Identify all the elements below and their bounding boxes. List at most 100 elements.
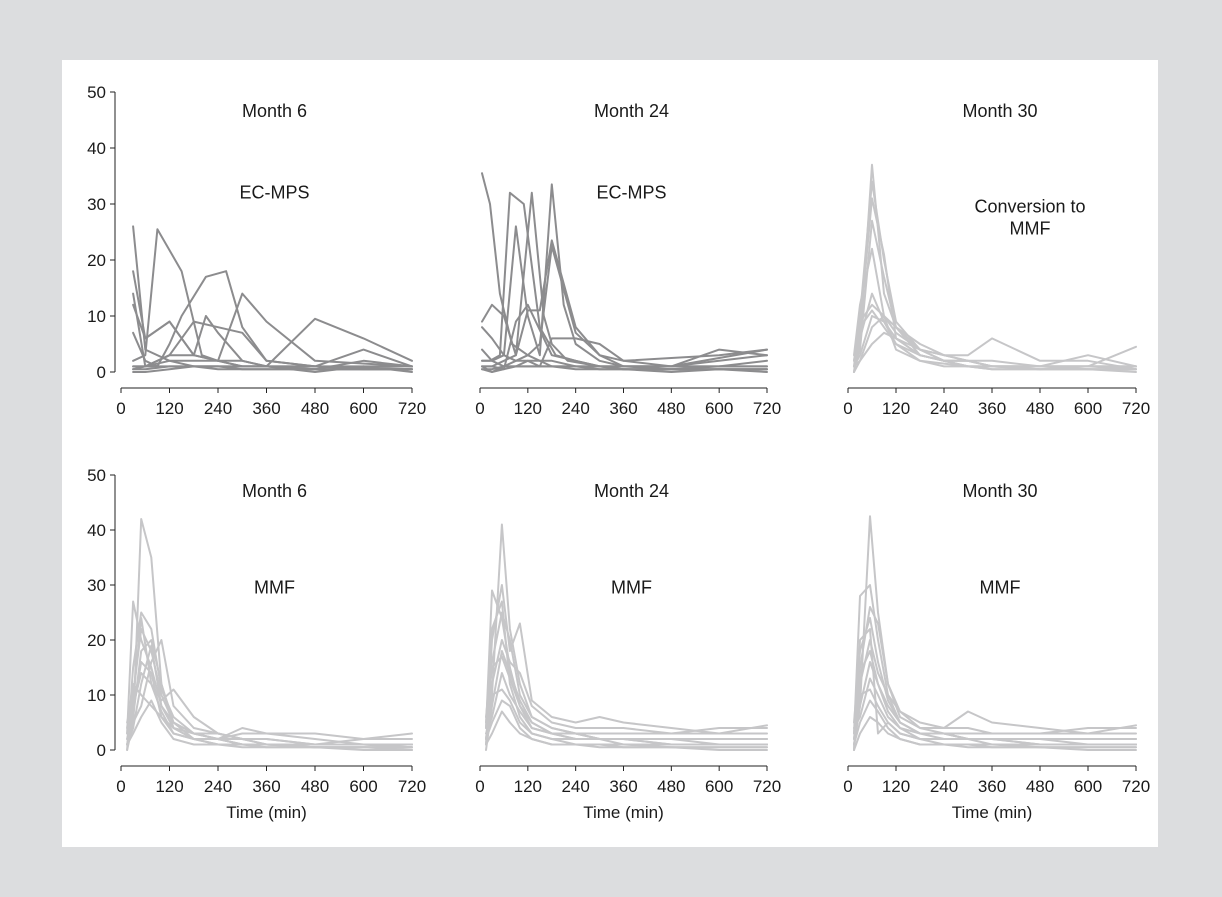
chart-panel-2: 0 120 240 360 480 600 720 Month 24 EC-MPS	[475, 101, 781, 418]
x-tick-label: 480	[301, 777, 329, 796]
series-line-8	[126, 639, 413, 751]
series-line-11	[481, 365, 768, 373]
series-line-9	[481, 365, 768, 373]
x-tick-label: 240	[561, 399, 589, 418]
series-line-1	[853, 515, 1137, 746]
x-axis-label: Time (min)	[583, 803, 664, 822]
x-tick-label: 120	[155, 777, 183, 796]
series-line-3	[485, 584, 768, 746]
chart-panel-6: 0 120 240 360 480 600 720 Time (min) Month 30 MMF	[843, 481, 1150, 822]
series-line-11	[853, 650, 1137, 746]
x-tick-label: 600	[349, 399, 377, 418]
y-tick-label: 30	[87, 195, 106, 214]
y-tick-label: 10	[87, 686, 106, 705]
y-tick-label: 50	[87, 466, 106, 485]
series-line-10	[132, 303, 413, 371]
x-tick-label: 360	[609, 399, 637, 418]
x-tick-label: 120	[514, 777, 542, 796]
panel-subtitle: Conversion to MMF	[974, 196, 1085, 238]
panel-title: Month 6	[242, 101, 307, 121]
x-tick-label: 360	[252, 399, 280, 418]
x-tick-label: 360	[978, 777, 1006, 796]
x-tick-label: 480	[301, 399, 329, 418]
x-tick-label: 600	[1074, 399, 1102, 418]
series-line-10	[481, 354, 768, 368]
y-tick-label: 20	[87, 251, 106, 270]
series-line-11	[126, 644, 413, 746]
x-tick-label: 120	[882, 777, 910, 796]
x-tick-label: 600	[349, 777, 377, 796]
x-tick-label: 120	[514, 399, 542, 418]
y-tick-label: 0	[97, 363, 106, 382]
panel-subtitle: MMF	[611, 577, 652, 597]
series-line-3	[853, 197, 1137, 373]
x-tick-label: 480	[657, 399, 685, 418]
x-tick-label: 120	[882, 399, 910, 418]
x-tick-label: 720	[753, 399, 781, 418]
y-tick-label: 0	[97, 741, 106, 760]
series-line-5	[485, 639, 768, 740]
x-tick-label: 360	[252, 777, 280, 796]
series-line-12	[853, 716, 1137, 751]
panel-title: Month 30	[962, 101, 1037, 121]
panel-subtitle: EC-MPS	[596, 182, 666, 202]
series-line-6	[853, 292, 1137, 373]
y-tick-label: 10	[87, 307, 106, 326]
x-tick-label: 720	[753, 777, 781, 796]
x-tick-label: 0	[843, 777, 852, 796]
x-tick-label: 600	[705, 777, 733, 796]
panel-subtitle: EC-MPS	[239, 182, 309, 202]
x-tick-label: 0	[475, 777, 484, 796]
series-line-5	[853, 247, 1137, 371]
series-line-11	[853, 331, 1137, 371]
series-line-11	[485, 655, 768, 746]
figure-panel: 0 120 240 360 480 600 720 0 10 20 30 40 50 Month 6 EC-…	[62, 60, 1158, 847]
x-tick-label: 480	[1026, 399, 1054, 418]
panel-subtitle: MMF	[980, 577, 1021, 597]
panel-subtitle: MMF	[254, 577, 295, 597]
series-line-11	[132, 359, 413, 373]
series-line-9	[132, 365, 413, 373]
x-tick-label: 360	[609, 777, 637, 796]
x-tick-label: 0	[116, 399, 125, 418]
y-tick-label: 30	[87, 576, 106, 595]
x-tick-label: 480	[1026, 777, 1054, 796]
series-line-2	[126, 600, 413, 746]
y-tick-label: 40	[87, 139, 106, 158]
series-line-3	[853, 606, 1137, 751]
series-line-3	[132, 228, 413, 368]
panel-title: Month 24	[594, 481, 669, 501]
panel-title: Month 24	[594, 101, 669, 121]
x-tick-label: 240	[204, 777, 232, 796]
y-tick-label: 50	[87, 83, 106, 102]
series-line-2	[481, 191, 768, 371]
chart-panel-3: 0 120 240 360 480 600 720 Month 30 Conversion to…	[843, 101, 1150, 418]
y-tick-label: 40	[87, 521, 106, 540]
small-multiples-chart: 0 120 240 360 480 600 720 0 10 20 30 40 50 Month 6 EC-…	[87, 83, 1150, 822]
x-tick-label: 600	[1074, 777, 1102, 796]
chart-panel-4: 0 120 240 360 480 600 720 Time (min) 0 10 20 30 40 50…	[87, 466, 426, 822]
x-tick-label: 360	[978, 399, 1006, 418]
x-tick-label: 240	[561, 777, 589, 796]
x-tick-label: 720	[1122, 777, 1150, 796]
y-tick-label: 20	[87, 631, 106, 650]
series-line-8	[853, 315, 1137, 368]
panel-title: Month 6	[242, 481, 307, 501]
series-line-8	[132, 320, 413, 368]
x-tick-label: 600	[705, 399, 733, 418]
x-tick-label: 0	[116, 777, 125, 796]
series-line-12	[126, 699, 413, 751]
x-axis-label: Time (min)	[226, 803, 307, 822]
x-tick-label: 240	[930, 399, 958, 418]
chart-panel-1: 0 120 240 360 480 600 720 0 10 20 30 40 50 Month 6 EC-…	[87, 83, 426, 418]
x-tick-label: 0	[843, 399, 852, 418]
x-tick-label: 720	[398, 399, 426, 418]
x-tick-label: 120	[155, 399, 183, 418]
x-tick-label: 720	[1122, 399, 1150, 418]
x-tick-label: 240	[204, 399, 232, 418]
series-line-12	[485, 710, 768, 751]
x-tick-label: 480	[657, 777, 685, 796]
x-tick-label: 0	[475, 399, 484, 418]
x-axis-label: Time (min)	[952, 803, 1033, 822]
x-tick-label: 720	[398, 777, 426, 796]
